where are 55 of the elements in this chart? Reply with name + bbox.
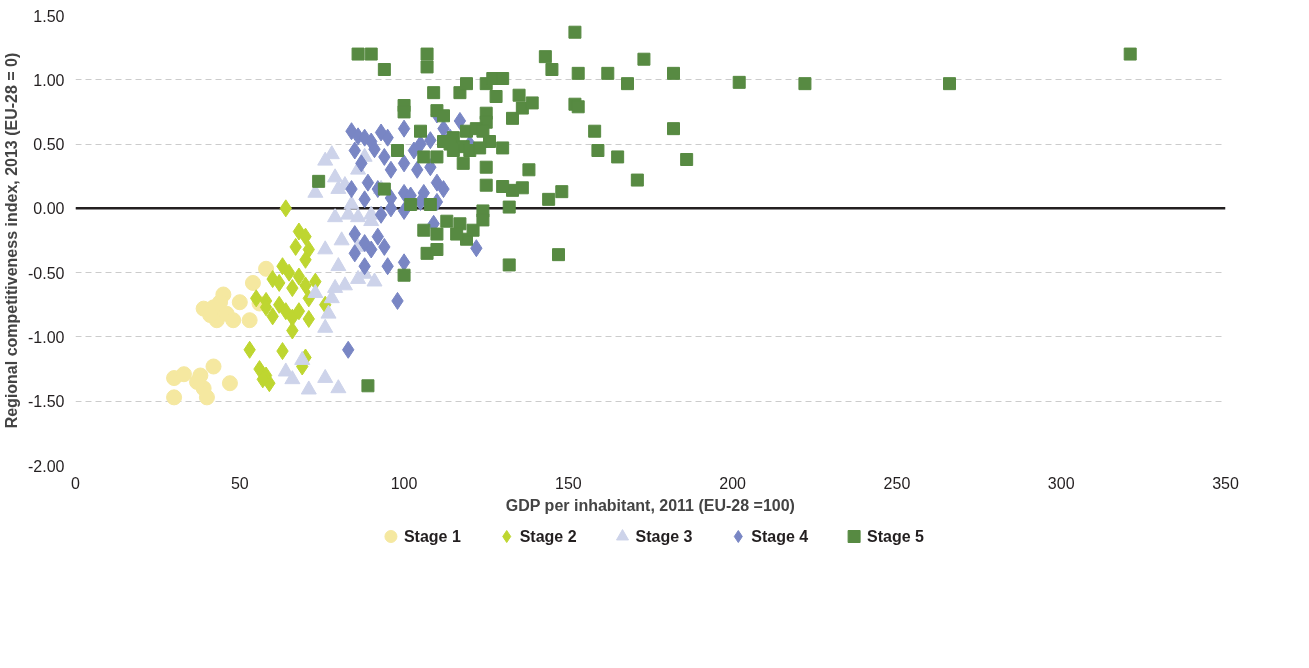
legend-label: Stage 4 — [751, 528, 809, 545]
y-tick-label: -0.50 — [28, 264, 65, 282]
y-tick-label: -1.00 — [28, 328, 65, 346]
y-tick-label: 1.00 — [33, 71, 65, 89]
x-tick-label: 100 — [390, 474, 418, 492]
legend-label: Stage 2 — [519, 528, 577, 545]
point — [284, 370, 301, 385]
x-tick-label: 150 — [555, 474, 582, 492]
legend-label: Stage 1 — [403, 528, 461, 545]
point — [330, 379, 347, 394]
legend-label: Stage 5 — [867, 528, 925, 545]
point — [307, 284, 324, 299]
point — [244, 274, 261, 291]
y-tick-label: 0.50 — [33, 136, 65, 154]
point — [366, 272, 383, 287]
point — [350, 208, 367, 223]
point — [231, 294, 248, 311]
x-tick-label: 300 — [1047, 474, 1075, 492]
point — [292, 267, 306, 286]
point — [453, 111, 467, 130]
point — [166, 389, 183, 406]
point — [333, 231, 350, 246]
point — [317, 240, 334, 255]
point — [221, 375, 238, 392]
point — [300, 380, 317, 395]
point — [292, 302, 306, 321]
point — [397, 119, 411, 138]
y-tick-label: 0.00 — [33, 200, 65, 218]
point — [175, 366, 192, 383]
y-tick-label: 1.50 — [33, 7, 65, 25]
x-axis-title: GDP per inhabitant, 2011 (EU-28 =100) — [505, 496, 795, 514]
x-tick-label: 350 — [1212, 474, 1239, 492]
point — [327, 168, 344, 183]
point — [374, 205, 388, 224]
point — [327, 208, 344, 223]
point — [282, 263, 296, 282]
x-tick-label: 0 — [71, 474, 81, 492]
point — [241, 312, 258, 329]
y-tick-label: -1.50 — [28, 393, 65, 411]
point — [361, 173, 375, 192]
y-tick-label: -2.00 — [28, 457, 65, 475]
point — [397, 253, 411, 272]
point — [225, 312, 242, 329]
point — [205, 358, 222, 375]
x-tick-label: 50 — [230, 474, 249, 492]
y-axis-title: Regional competitiveness index, 2013 (EU-28 = 0) — [3, 52, 21, 429]
x-tick-label: 200 — [719, 474, 747, 492]
x-tick-label: 250 — [883, 474, 911, 492]
point — [258, 260, 275, 277]
point — [212, 294, 229, 311]
legend-label: Stage 3 — [635, 528, 693, 545]
point — [384, 160, 398, 179]
point — [330, 257, 347, 272]
point — [198, 389, 215, 406]
point — [397, 154, 411, 173]
